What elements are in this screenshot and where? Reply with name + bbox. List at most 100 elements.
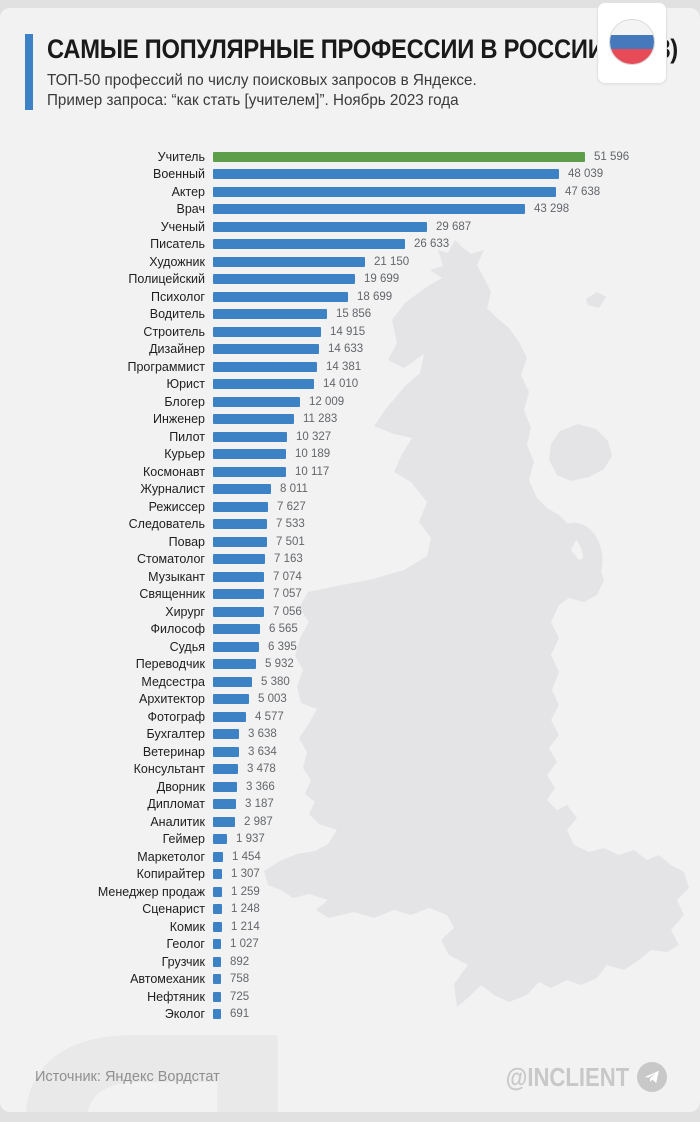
bar [213,571,264,582]
bar [213,274,355,285]
bar-label: Маркетолог [137,849,205,864]
chart-row: Маркетолог 1 454 [0,848,700,866]
chart-row: Дизайнер 14 633 [0,341,700,359]
bar [213,361,317,372]
bar-value: 26 633 [414,238,450,251]
bar-label: Инженер [152,412,205,427]
bar-value: 5 003 [258,693,287,706]
bar-label: Архитектор [138,692,205,707]
chart-row: Космонавт 10 117 [0,463,700,481]
flag-stripe-red [610,49,654,64]
bar [213,641,259,652]
bar [213,519,267,530]
bar-label: Юрист [166,377,205,392]
bar-label: Философ [150,622,206,637]
bar-label: Художник [149,254,205,269]
bar-label: Блогер [164,394,205,409]
bar [213,186,556,197]
bar [213,711,246,722]
bar-value: 1 214 [231,920,260,933]
bar [213,606,264,617]
bar-label: Учитель [157,149,205,164]
bar-label: Ученый [160,219,205,234]
bar [213,921,222,932]
flag-card [597,2,667,84]
chart-row: Аналитик 2 987 [0,813,700,831]
bar [213,781,237,792]
chart-row: Пилот 10 327 [0,428,700,446]
chart-row: Ученый 29 687 [0,218,700,236]
chart-row: Писатель 26 633 [0,236,700,254]
bar-value: 43 298 [534,203,570,216]
chart-row: Следователь 7 533 [0,516,700,534]
chart-row: Комик 1 214 [0,918,700,936]
bar-label: Курьер [164,447,205,462]
chart-row: Автомеханик 758 [0,971,700,989]
bar-value: 7 074 [273,570,302,583]
bar-label: Сценарист [142,902,205,917]
bar-value: 3 634 [248,745,277,758]
bar-value: 5 932 [265,658,294,671]
bar-label: Программист [127,359,206,374]
bar-label: Дизайнер [149,342,205,357]
bar-value: 7 501 [276,535,305,548]
bar-value: 7 057 [273,588,302,601]
chart-row: Музыкант 7 074 [0,568,700,586]
bar [213,256,365,267]
bar-label: Ветеринар [142,744,205,759]
page-title: САМЫЕ ПОПУЛЯРНЫЕ ПРОФЕССИИ В РОССИИ (202… [47,34,678,64]
chart-row: Врач 43 298 [0,201,700,219]
russia-flag-icon [609,19,655,65]
chart-row: Медсестра 5 380 [0,673,700,691]
bar-label: Консультант [133,762,205,777]
bar [213,431,287,442]
chart-row: Журналист 8 011 [0,481,700,499]
bar-label: Нефтяник [147,989,205,1004]
handle-text: @INCLIENT [505,1061,629,1092]
subtitle-line-2: Пример запроса: “как стать [учителем]”. … [47,92,459,109]
bar-value: 14 915 [330,325,366,338]
bar-value: 758 [230,973,250,986]
bar-value: 48 039 [568,168,604,181]
bar-value: 7 533 [276,518,305,531]
bar-value: 725 [230,990,250,1003]
bar [213,659,256,670]
chart-row: Психолог 18 699 [0,288,700,306]
chart-row: Актер 47 638 [0,183,700,201]
bar-value: 1 454 [232,850,261,863]
chart-row: Военный 48 039 [0,166,700,184]
bar-label: Хирург [165,604,205,619]
bar-value: 3 638 [248,728,277,741]
bar [213,869,222,880]
bar-value: 51 596 [594,150,630,163]
bar [213,676,252,687]
chart-row: Нефтяник 725 [0,988,700,1006]
bar-label: Комик [169,919,205,934]
chart-row: Учитель 51 596 [0,148,700,166]
bar-label: Писатель [150,237,205,252]
bar-value: 29 687 [436,220,472,233]
bar-label: Водитель [149,307,205,322]
bar-label: Режиссер [148,499,205,514]
yandex-letter-watermark: Я [4,970,306,1113]
footer: Источник: Яндекс Вордстат @INCLIENT [35,1060,667,1094]
bar [213,746,239,757]
bar-value: 14 381 [326,360,362,373]
chart-row: Курьер 10 189 [0,446,700,464]
bar [213,326,321,337]
chart-row: Стоматолог 7 163 [0,551,700,569]
bar [213,624,260,635]
bar [213,291,348,302]
bar-label: Полицейский [128,272,205,287]
bar-label: Бухгалтер [146,727,205,742]
bar-chart: Учитель 51 596 Военный 48 039 Актер 47 638 Вра… [0,148,700,1023]
bar [213,1009,221,1020]
russia-map-silhouette [264,240,689,1007]
bar-value: 14 010 [323,378,359,391]
bar [213,449,286,460]
chart-row: Архитектор 5 003 [0,691,700,709]
bar [213,151,585,162]
bar-value: 21 150 [374,255,410,268]
bar [213,939,221,950]
